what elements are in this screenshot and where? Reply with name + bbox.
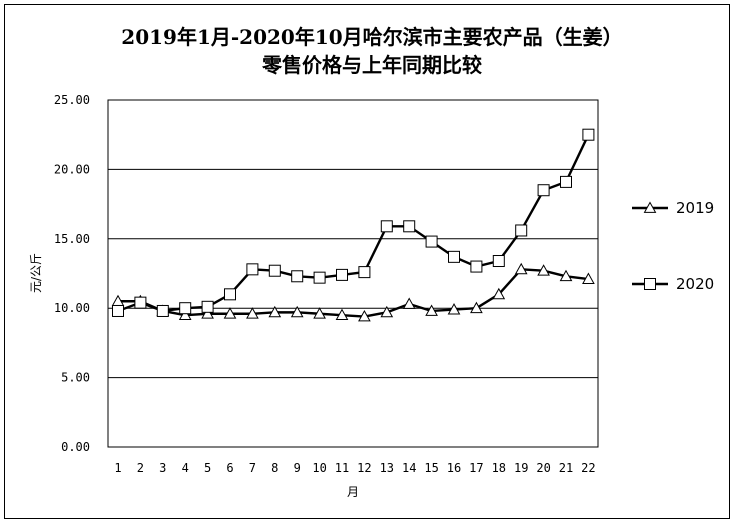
series-2019-point [582, 272, 595, 284]
x-axis-label: 月 [347, 485, 359, 499]
y-tick-label: 25.00 [54, 93, 90, 107]
x-tick-label: 18 [492, 461, 506, 475]
x-tick-label: 1 [114, 461, 121, 475]
x-tick-label: 19 [514, 461, 528, 475]
x-tick-label: 2 [137, 461, 144, 475]
series-2019-point [559, 269, 573, 282]
series-2020-point [112, 304, 124, 317]
series-2020-point [492, 255, 505, 268]
y-tick-label: 20.00 [54, 162, 90, 176]
x-tick-label: 16 [447, 461, 461, 475]
series-2020-point [134, 296, 147, 309]
y-axis-ticks: 0.00 5.00 10.00 15.00 20.00 25.00 [54, 93, 90, 454]
series-2020-point [313, 271, 326, 284]
x-tick-label: 20 [536, 461, 550, 475]
x-tick-label: 10 [312, 461, 326, 475]
series-2019-point [402, 297, 416, 309]
series-2020-point [448, 250, 460, 263]
legend-2020-marker [644, 278, 656, 290]
series-2019-point [313, 307, 326, 319]
y-tick-label: 15.00 [54, 232, 90, 246]
plot-area [107, 99, 599, 448]
x-tick-label: 15 [424, 461, 438, 475]
x-tick-label: 5 [204, 461, 211, 475]
series-2020-point [537, 184, 550, 197]
series-2020-point [201, 300, 214, 313]
y-tick-label: 10.00 [54, 301, 90, 315]
series-2019-point [268, 305, 282, 318]
x-tick-label: 13 [380, 461, 394, 475]
series-2020-point [380, 220, 393, 233]
series-2020-point [403, 220, 416, 233]
series-2019-point [537, 264, 550, 276]
series-2019-point [380, 305, 394, 318]
x-tick-label: 14 [402, 461, 416, 475]
series-2019-point [425, 304, 438, 316]
series-layer [111, 128, 595, 322]
series-2020-point [291, 270, 304, 283]
chart-subtitle: 零售价格与上年同期比较 [261, 53, 482, 77]
series-2019-point [223, 307, 237, 319]
series-2019-point [470, 301, 483, 314]
y-tick-label: 0.00 [61, 440, 90, 454]
x-tick-label: 9 [294, 461, 301, 475]
series-2020-line [117, 134, 590, 313]
series-2019-line [118, 268, 589, 318]
chart-title: 2019年1月-2020年10月哈尔滨市主要农产品（生姜） [121, 25, 622, 49]
x-tick-label: 22 [581, 461, 595, 475]
series-2020-point [268, 264, 281, 277]
x-tick-label: 4 [182, 461, 189, 475]
x-tick-label: 11 [335, 461, 349, 475]
series-2020-point [425, 235, 438, 248]
series-2020-point [179, 302, 192, 315]
series-2019-point [246, 307, 259, 319]
series-2019-point [178, 308, 192, 321]
series-2019-point [447, 303, 461, 315]
series-2020-point [470, 260, 483, 273]
x-tick-label: 7 [249, 461, 256, 475]
series-2019-point [514, 262, 528, 275]
series-2019-point [358, 309, 371, 322]
series-2020-point [156, 304, 169, 317]
y-axis-label: 元/公斤 [29, 253, 43, 293]
legend-2020-label: 2020 [676, 275, 714, 293]
series-2019-point [290, 305, 304, 318]
series-2020-point [224, 288, 236, 301]
series-2019-point [335, 308, 349, 321]
chart-frame [4, 4, 730, 519]
series-2019-point [492, 287, 506, 300]
series-2019-point [201, 307, 214, 319]
x-tick-label: 3 [159, 461, 166, 475]
x-tick-label: 6 [226, 461, 233, 475]
series-2020-point [358, 266, 371, 279]
series-2020-point [560, 175, 572, 188]
x-tick-label: 21 [559, 461, 573, 475]
x-tick-label: 17 [469, 461, 483, 475]
series-2020-point [582, 128, 595, 141]
legend-2019-marker [643, 201, 657, 213]
y-tick-label: 5.00 [61, 371, 90, 385]
x-tick-label: 12 [357, 461, 371, 475]
x-axis-ticks: 1 2 3 4 5 6 7 8 9 10 11 12 13 14 15 16 17 18 19 20 21 22 [114, 461, 595, 475]
series-2020-point [336, 268, 348, 281]
series-2020-point [246, 263, 259, 276]
legend: 2019 2020 [632, 199, 714, 293]
x-tick-label: 8 [271, 461, 278, 475]
legend-2019-label: 2019 [676, 199, 714, 217]
series-2020-point [515, 224, 528, 237]
